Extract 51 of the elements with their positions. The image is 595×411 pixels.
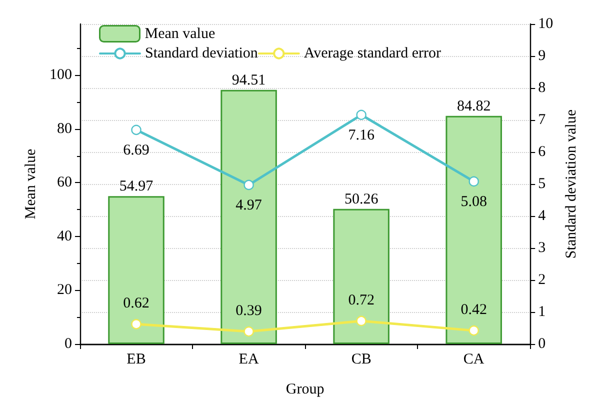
point: [356, 110, 366, 120]
point: [468, 176, 479, 187]
x-axis-title: Group: [286, 382, 324, 398]
y2-tick-label: 7: [538, 112, 546, 128]
legend-label: Mean value: [144, 26, 216, 42]
y-tick-label: 60: [57, 174, 72, 191]
legend-label: Standard deviation: [145, 46, 258, 62]
data-label: 7.16: [348, 127, 375, 144]
y2-tick-label: 6: [538, 144, 546, 160]
data-label: 0.72: [348, 292, 374, 308]
y-tick-label: 0: [64, 336, 72, 352]
bar: [446, 116, 502, 344]
y2-tick-label: 9: [538, 48, 546, 64]
data-label: 50.26: [344, 191, 379, 208]
y2-axis-title: Standard deviation value: [564, 109, 580, 259]
data-label: 5.08: [460, 194, 487, 210]
point: [356, 316, 366, 326]
legend-label: Average standard error: [304, 46, 442, 62]
y-tick-label: 80: [57, 120, 72, 137]
y2-tick-label: 1: [538, 304, 546, 320]
data-label: 84.82: [456, 98, 491, 114]
y2-tick-label: 0: [538, 336, 546, 352]
bar: [220, 90, 277, 344]
y2-tick-label: 8: [538, 80, 546, 96]
bar: [108, 196, 164, 344]
y2-tick-label: 3: [538, 240, 546, 256]
data-label: 0.62: [123, 296, 150, 312]
point: [244, 180, 254, 190]
data-label: 54.97: [119, 178, 154, 195]
data-label: 0.42: [460, 302, 487, 318]
y2-tick-label: 10: [538, 16, 554, 32]
data-label: 94.51: [232, 72, 266, 88]
x-tick-label: CB: [351, 352, 372, 368]
point: [244, 326, 254, 337]
x-tick-label: CA: [463, 352, 484, 368]
point: [131, 319, 142, 330]
data-label: 6.69: [123, 142, 150, 159]
y2-tick-label: 5: [538, 176, 546, 192]
data-label: 0.39: [236, 302, 262, 319]
y-tick-label: 100: [50, 67, 72, 84]
point: [131, 124, 142, 136]
x-tick-label: EA: [238, 352, 259, 368]
x-tick-label: EB: [126, 352, 146, 368]
bar: [333, 208, 390, 344]
y-tick-label: 40: [57, 228, 72, 244]
point: [468, 325, 479, 336]
y-tick-label: 20: [57, 282, 72, 298]
y2-tick-label: 2: [538, 272, 546, 288]
data-label: 4.97: [236, 198, 262, 214]
y-axis-title: Mean value: [23, 148, 40, 220]
y2-tick-label: 4: [538, 208, 546, 224]
